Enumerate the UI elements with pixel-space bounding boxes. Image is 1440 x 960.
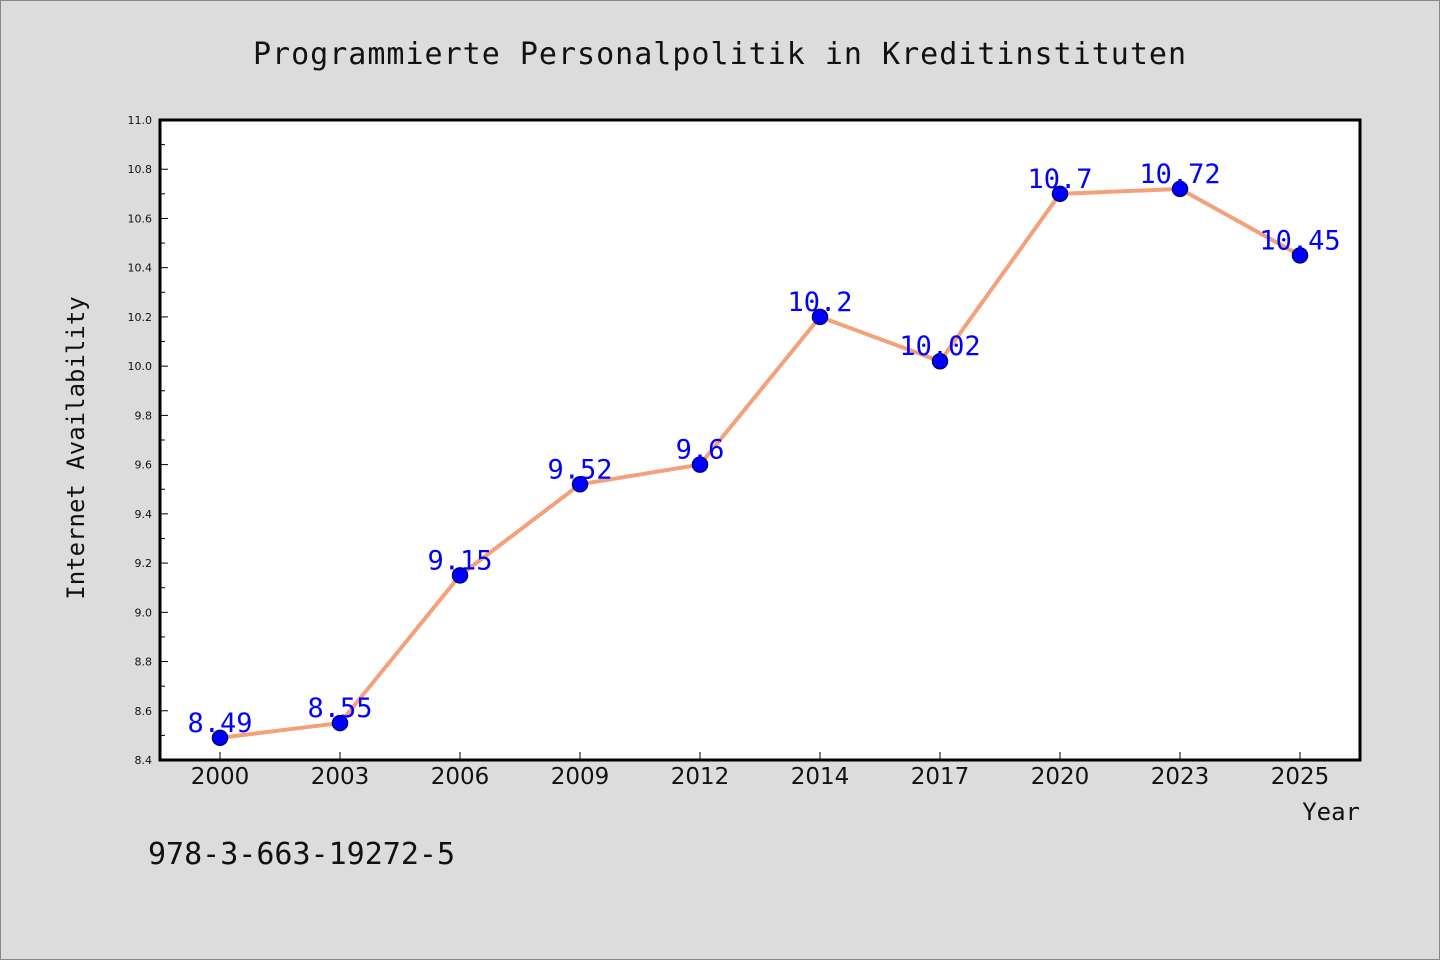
data-point xyxy=(1291,247,1309,264)
y-tick-label: 10.2 xyxy=(128,311,153,324)
y-tick-label: 10.4 xyxy=(128,262,153,275)
data-point xyxy=(571,476,589,493)
data-point xyxy=(691,456,709,473)
data-label: 10.02 xyxy=(899,331,980,362)
y-tick-label: 9.4 xyxy=(135,508,153,521)
x-axis-label: Year xyxy=(1302,798,1360,826)
data-label: 8.49 xyxy=(187,708,252,739)
data-point xyxy=(1051,185,1069,203)
data-point xyxy=(1171,180,1189,198)
plot-area xyxy=(158,118,1362,762)
data-label: 10.2 xyxy=(787,287,852,318)
x-axis: 2000 2003 2006 2009 2012 2014 2017 2020 2023 2025 xyxy=(191,752,1330,790)
isbn-text: 978-3-663-19272-5 xyxy=(148,837,455,872)
y-tick-label: 9.6 xyxy=(135,459,153,472)
x-tick-label: 2023 xyxy=(1151,764,1210,790)
x-tick-label: 2006 xyxy=(431,764,490,790)
y-tick-label: 8.8 xyxy=(135,656,153,669)
chart-title: Programmierte Personalpolitik in Krediti… xyxy=(253,37,1187,72)
data-label: 10.7 xyxy=(1027,164,1092,195)
x-tick-label: 2017 xyxy=(911,764,970,790)
y-tick-label: 9.8 xyxy=(135,409,153,422)
data-point xyxy=(331,714,349,732)
y-tick-label: 10.0 xyxy=(128,360,153,373)
x-tick-label: 2014 xyxy=(791,764,850,790)
data-point xyxy=(211,729,229,747)
data-label: 8.55 xyxy=(307,693,372,724)
y-tick-label: 8.4 xyxy=(135,754,153,767)
y-tick-label: 9.0 xyxy=(135,606,153,619)
y-tick-label: 9.2 xyxy=(135,557,153,570)
data-label: 9.6 xyxy=(676,435,725,466)
data-point xyxy=(451,567,469,584)
y-tick-label: 10.6 xyxy=(128,212,153,225)
x-tick-label: 2025 xyxy=(1271,764,1330,790)
y-tick-label: 11.0 xyxy=(128,114,153,127)
data-label: 9.15 xyxy=(427,545,492,576)
x-tick-label: 2009 xyxy=(551,764,610,790)
y-axis-label: Internet Availability xyxy=(62,296,90,599)
data-point xyxy=(931,352,949,370)
x-tick-label: 2012 xyxy=(671,764,730,790)
data-point xyxy=(811,308,829,326)
x-tick-label: 2000 xyxy=(191,764,250,790)
y-tick-label: 8.6 xyxy=(135,705,153,718)
y-axis: 8.4 8.6 8.8 9.0 9.2 9.4 9.6 9.8 10.0 10.2 10.4 10.6… xyxy=(128,114,168,767)
data-label: 9.52 xyxy=(547,454,612,485)
data-label: 10.45 xyxy=(1259,225,1340,256)
x-tick-label: 2003 xyxy=(311,764,370,790)
series-group: 8.49 8.55 9.15 9.52 9.6 10.2 10.02 10.7 10.72 10.… xyxy=(187,159,1341,747)
data-label: 10.72 xyxy=(1139,159,1220,190)
series-line xyxy=(218,186,1302,740)
y-tick-label: 10.8 xyxy=(128,163,153,176)
x-tick-label: 2020 xyxy=(1031,764,1090,790)
